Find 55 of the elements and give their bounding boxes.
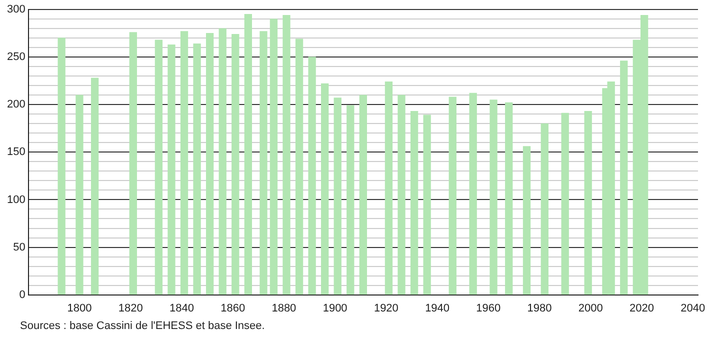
bar <box>410 110 418 295</box>
y-tick-label: 0 <box>19 288 26 301</box>
y-tick-label: 100 <box>6 194 26 206</box>
x-tick-label: 1820 <box>118 302 143 314</box>
bar <box>295 38 304 295</box>
source-note: Sources : base Cassini de l'EHESS et base Insee. <box>20 320 265 332</box>
bar <box>469 92 477 295</box>
bar <box>129 32 137 295</box>
y-tick-label: 300 <box>6 4 26 16</box>
x-tick-label: 1860 <box>220 302 246 314</box>
bar <box>620 60 628 295</box>
bar <box>270 18 278 295</box>
bar <box>282 14 290 295</box>
bar <box>384 82 393 295</box>
bar <box>505 102 513 295</box>
bar <box>308 56 316 295</box>
x-tick-label: 1940 <box>425 302 450 314</box>
bar <box>584 110 592 295</box>
bar <box>76 94 84 295</box>
bar <box>244 14 252 295</box>
x-tick-label: 2040 <box>680 302 706 314</box>
bar <box>321 83 329 295</box>
bar <box>334 98 342 295</box>
y-tick-label: 200 <box>6 98 26 111</box>
bar <box>423 114 431 295</box>
bar <box>346 105 354 295</box>
bar <box>193 43 201 295</box>
bar <box>398 94 406 295</box>
x-tick-label: 1880 <box>272 302 296 314</box>
bar <box>260 31 268 295</box>
x-tick-label: 1960 <box>476 302 501 314</box>
bar <box>168 44 176 295</box>
bar <box>522 146 531 295</box>
x-tick-label: 1900 <box>322 302 348 314</box>
bar <box>218 28 226 295</box>
x-tick-label: 2020 <box>630 302 654 314</box>
bar <box>90 78 99 295</box>
bar <box>561 112 569 295</box>
bar <box>154 40 163 295</box>
x-tick-label: 1800 <box>67 302 92 314</box>
x-tick-label: 1840 <box>169 302 194 314</box>
bar <box>180 31 188 295</box>
bar <box>448 96 456 295</box>
y-tick-label: 150 <box>6 146 26 158</box>
x-tick-label: 1920 <box>374 302 398 314</box>
bar <box>540 123 548 295</box>
y-tick-label: 250 <box>6 51 26 64</box>
bar <box>490 100 498 295</box>
bar <box>206 33 214 295</box>
x-tick-label: 2000 <box>578 302 603 314</box>
x-tick-label: 1980 <box>527 302 552 314</box>
bar <box>232 34 240 295</box>
y-tick-label: 50 <box>13 241 26 254</box>
bar <box>359 94 368 295</box>
bar <box>58 38 66 295</box>
